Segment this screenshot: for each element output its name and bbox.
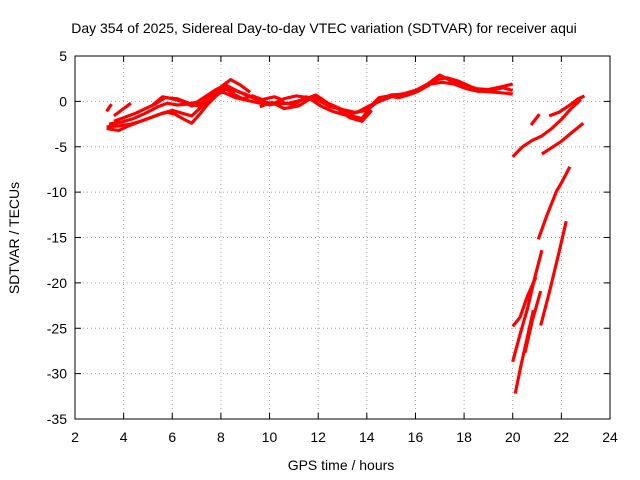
- x-axis-label: GPS time / hours: [288, 457, 395, 473]
- series-arc-d: [106, 87, 285, 132]
- y-tick-label: -35: [47, 411, 67, 427]
- y-axis-label: SDTVAR / TECUs: [6, 182, 22, 294]
- series-arc-k: [529, 113, 541, 126]
- series-arc-a: [105, 103, 113, 113]
- series-arc-r: [523, 290, 543, 354]
- data-series: [105, 73, 586, 394]
- series-arc-i: [259, 95, 373, 123]
- series-arc-b: [112, 101, 132, 118]
- chart-title: Day 354 of 2025, Sidereal Day-to-day VTE…: [71, 20, 577, 36]
- x-tick-label: 6: [168, 429, 176, 445]
- x-tick-label: 20: [505, 429, 521, 445]
- series-arc-j: [511, 98, 582, 158]
- x-tick-label: 16: [408, 429, 424, 445]
- y-tick-label: 0: [59, 93, 67, 109]
- x-tick-label: 18: [456, 429, 472, 445]
- series-arc-h: [232, 73, 514, 114]
- y-tick-label: -20: [47, 275, 67, 291]
- x-tick-label: 14: [359, 429, 375, 445]
- y-tick-label: 5: [59, 48, 67, 64]
- x-tick-label: 24: [602, 429, 618, 445]
- series-arc-g: [151, 80, 514, 117]
- y-tick-label: -15: [47, 230, 67, 246]
- series-arc-l: [548, 94, 586, 118]
- x-tick-label: 10: [262, 429, 278, 445]
- y-tick-label: -30: [47, 366, 67, 382]
- x-tick-label: 4: [120, 429, 128, 445]
- series-arc-m: [541, 121, 585, 156]
- x-tick-label: 8: [217, 429, 225, 445]
- y-tick-label: -10: [47, 184, 67, 200]
- x-tick-label: 22: [554, 429, 570, 445]
- x-tick-label: 2: [71, 429, 79, 445]
- series-arc-q: [511, 249, 544, 363]
- y-tick-label: -25: [47, 320, 67, 336]
- series-arc-n: [536, 165, 572, 240]
- x-tick-label: 12: [310, 429, 326, 445]
- y-tick-label: -5: [55, 139, 68, 155]
- axis-ticks: 2 4 6 8 10 12 14 16 18 20 22 2450-5-10-15-20-25-30-…: [47, 48, 618, 445]
- series-arc-s: [539, 220, 568, 326]
